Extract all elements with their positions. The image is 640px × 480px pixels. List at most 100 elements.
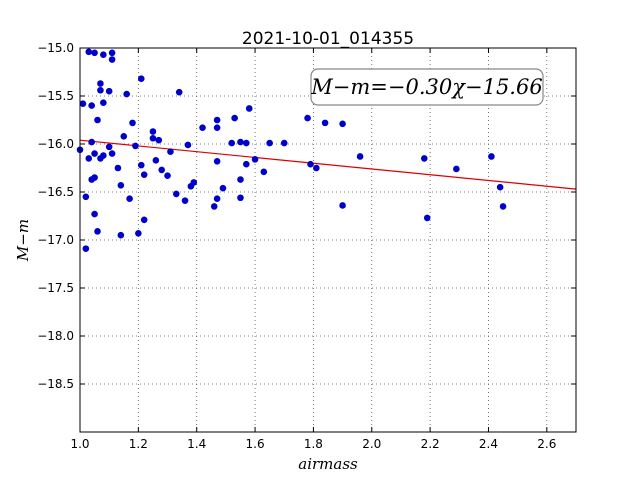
y-tick-label: −17.0 — [37, 233, 74, 247]
data-point — [91, 49, 98, 57]
data-point — [243, 160, 250, 168]
x-tick-label: 2.4 — [479, 437, 498, 451]
data-point — [97, 80, 104, 87]
data-point — [496, 183, 504, 191]
data-point — [100, 152, 107, 159]
data-point — [129, 119, 136, 127]
data-point — [213, 157, 221, 165]
data-point — [91, 174, 98, 181]
chart-title: 2021-10-01_014355 — [242, 29, 414, 49]
y-tick-label: −16.5 — [37, 185, 74, 199]
data-point — [152, 157, 160, 164]
data-point — [108, 49, 116, 57]
data-point — [499, 203, 507, 210]
fit-line — [79, 139, 577, 190]
data-point — [94, 228, 101, 235]
x-tick-label: 2.6 — [537, 437, 556, 451]
data-point — [251, 156, 259, 163]
x-tick-label: 1.0 — [70, 437, 89, 451]
data-point — [108, 150, 116, 157]
data-point — [132, 142, 139, 150]
data-point — [356, 153, 364, 160]
data-point — [237, 138, 244, 146]
data-point — [105, 143, 113, 151]
data-point — [210, 203, 218, 210]
data-point — [219, 184, 227, 192]
data-point — [85, 48, 93, 56]
fit-line-group — [79, 139, 577, 190]
data-point — [91, 210, 98, 218]
data-point — [126, 195, 133, 203]
data-point — [237, 176, 244, 183]
data-point — [266, 139, 273, 147]
data-point — [105, 87, 113, 95]
data-point — [321, 119, 329, 127]
data-point — [82, 245, 90, 252]
data-point — [313, 164, 320, 172]
data-point — [108, 56, 116, 63]
data-point — [117, 181, 125, 189]
data-point — [97, 86, 104, 94]
data-point — [114, 164, 122, 172]
data-point — [82, 193, 90, 201]
x-axis-label: airmass — [298, 455, 358, 473]
data-point — [420, 155, 428, 162]
data-point — [213, 124, 221, 131]
y-tick-label: −17.5 — [37, 281, 74, 295]
data-point — [117, 231, 125, 239]
data-points — [76, 48, 507, 252]
data-point — [260, 168, 268, 176]
data-point — [213, 116, 221, 124]
y-tick-label: −18.5 — [37, 377, 74, 391]
x-tick-label: 1.2 — [129, 437, 148, 451]
data-point — [280, 139, 288, 147]
data-point — [199, 124, 206, 131]
data-point — [231, 114, 238, 122]
data-point — [85, 155, 93, 162]
data-point — [88, 138, 95, 146]
data-point — [423, 214, 431, 222]
data-point — [175, 88, 183, 96]
axis-ticks: 1.0 1.2 1.4 1.6 1.8 2.0 2.2 2.4 2.6 −15.0 −15.5 −16… — [37, 41, 576, 451]
data-point — [123, 90, 130, 98]
y-axis-label: M−m — [14, 219, 32, 262]
data-point — [140, 171, 148, 179]
data-point — [213, 195, 221, 203]
x-tick-label: 2.0 — [362, 437, 381, 451]
data-point — [453, 165, 460, 173]
data-point — [94, 116, 101, 124]
data-point — [149, 134, 157, 142]
y-tick-label: −16.0 — [37, 137, 74, 151]
annotation-box — [310, 68, 544, 106]
data-point — [181, 197, 189, 204]
data-point — [164, 172, 171, 179]
data-point — [91, 150, 98, 157]
data-point — [304, 114, 311, 122]
data-point — [137, 75, 145, 83]
data-point — [167, 148, 174, 155]
data-point — [100, 99, 107, 107]
x-tick-label: 1.8 — [304, 437, 323, 451]
data-point — [190, 179, 198, 186]
fit-annotation: M−m=−0.30χ−15.66 — [310, 68, 544, 106]
fit-equation: M−m=−0.30χ−15.66 — [310, 75, 542, 99]
data-point — [228, 139, 236, 147]
x-tick-label: 2.2 — [421, 437, 440, 451]
data-point — [307, 160, 314, 168]
data-point — [120, 133, 128, 140]
y-tick-label: −15.5 — [37, 89, 74, 103]
data-point — [149, 128, 157, 135]
data-point — [88, 102, 95, 109]
data-point — [339, 120, 346, 128]
data-point — [488, 153, 495, 160]
data-point — [158, 166, 165, 174]
data-point — [140, 216, 148, 224]
y-tick-label: −15.0 — [37, 41, 74, 55]
data-point — [243, 139, 250, 147]
data-point — [100, 51, 107, 59]
data-point — [172, 190, 180, 198]
data-point — [237, 194, 244, 202]
data-point — [184, 141, 192, 149]
data-point — [245, 105, 253, 112]
